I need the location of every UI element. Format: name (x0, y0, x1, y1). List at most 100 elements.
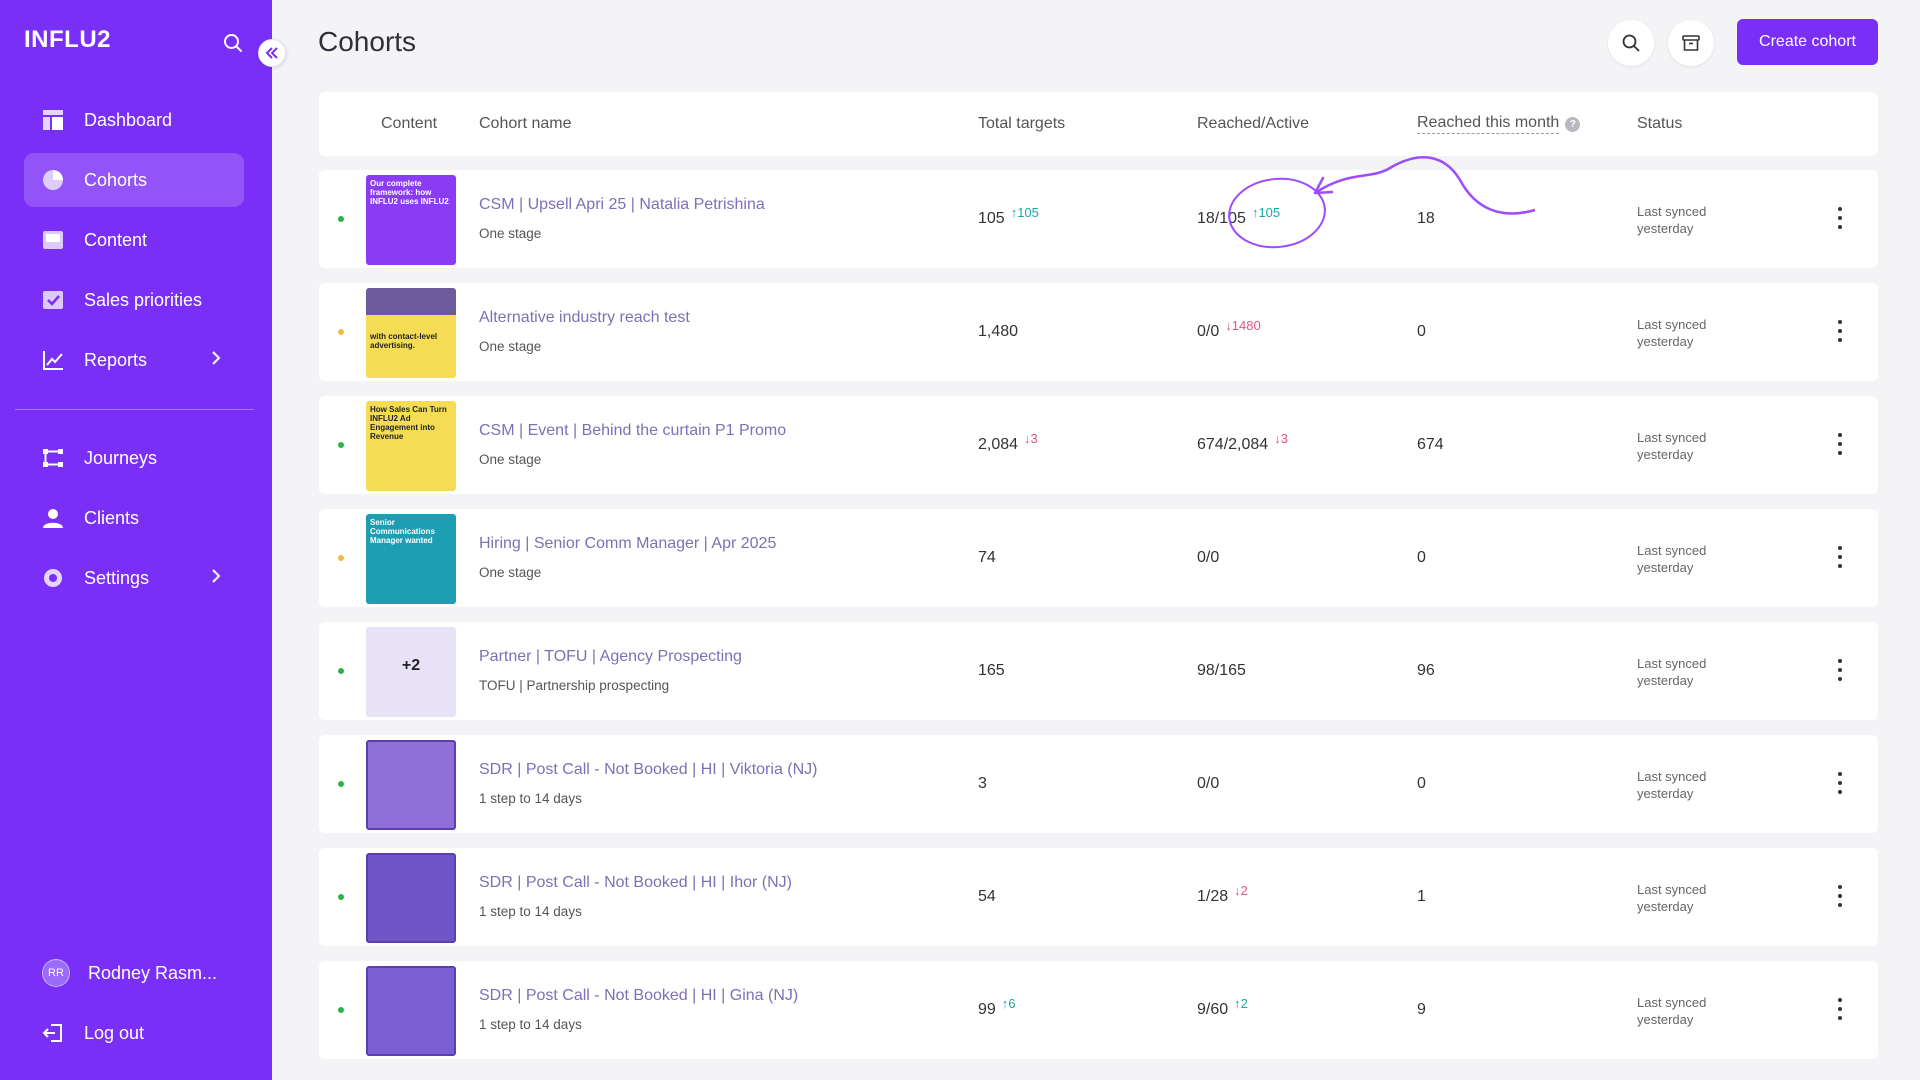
cohort-name-link[interactable]: SDR | Post Call - Not Booked | HI | Gina… (479, 987, 799, 1004)
double-chevron-left-icon (265, 47, 278, 59)
status-dot (338, 668, 344, 674)
thumbnail-text: How Sales Can Turn INFLU2 Ad Engagement … (370, 405, 447, 441)
gear-icon (42, 567, 64, 589)
content-thumbnail[interactable]: Our complete framework: how INFLU2 uses … (366, 175, 456, 265)
reached-active-cell: 9/60 ↑2 (1197, 996, 1248, 1019)
more-options-icon[interactable] (1837, 320, 1843, 342)
column-header-content[interactable]: Content (381, 115, 438, 132)
search-button[interactable] (1608, 20, 1654, 66)
thumbnail-text (368, 968, 454, 976)
content-thumbnail[interactable]: +2 (366, 627, 456, 717)
search-icon[interactable] (222, 32, 244, 54)
column-header-total-targets[interactable]: Total targets (978, 115, 1066, 132)
more-options-icon[interactable] (1837, 772, 1843, 794)
logout-button[interactable]: Log out (42, 1022, 144, 1044)
status-cell: Last synced yesterday (1637, 542, 1706, 576)
cohort-name-link[interactable]: CSM | Event | Behind the curtain P1 Prom… (479, 422, 787, 439)
total-targets-value: 165 (978, 662, 1005, 679)
status-line-1: Last synced (1637, 882, 1707, 897)
cohort-stage: 1 step to 14 days (479, 904, 582, 919)
more-options-icon[interactable] (1837, 433, 1843, 455)
sidebar-item-label: Clients (84, 507, 140, 528)
cohort-name-link[interactable]: Partner | TOFU | Agency Prospecting (479, 648, 742, 665)
collapse-sidebar-button[interactable] (258, 39, 286, 67)
cohort-name-link[interactable]: SDR | Post Call - Not Booked | HI | Ihor… (479, 874, 792, 891)
table-row[interactable]: SDR | Post Call - Not Booked | HI | Ihor… (319, 848, 1878, 946)
reached-this-month-label: Reached this month (1417, 114, 1560, 134)
table-row[interactable]: SDR | Post Call - Not Booked | HI | Vikt… (319, 735, 1878, 833)
cohort-name-link[interactable]: Hiring | Senior Comm Manager | Apr 2025 (479, 535, 777, 552)
reached-this-month-value: 1 (1417, 888, 1426, 905)
more-options-icon[interactable] (1837, 998, 1843, 1020)
table-row[interactable]: +2 Partner | TOFU | Agency Prospecting TOF… (319, 622, 1878, 720)
table-row[interactable]: How Sales Can Turn INFLU2 Ad Engagement … (319, 396, 1878, 494)
reached-this-month-value: 9 (1417, 1001, 1426, 1018)
content-thumbnail[interactable] (366, 740, 456, 830)
sidebar-item-journeys[interactable]: Journeys (24, 431, 244, 485)
reached-this-month-value: 674 (1417, 436, 1444, 453)
reached-this-month-value: 0 (1417, 549, 1426, 566)
help-icon[interactable]: ? (1565, 116, 1581, 132)
cohort-stage: 1 step to 14 days (479, 791, 582, 806)
reached-active-cell: 674/2,084 ↓3 (1197, 431, 1288, 454)
total-targets-cell: 1,480 (978, 323, 1024, 341)
content-thumbnail[interactable]: How Sales Can Turn INFLU2 Ad Engagement … (366, 401, 456, 491)
status-line-1: Last synced (1637, 769, 1707, 784)
reached-active-cell: 98/165 (1197, 662, 1252, 680)
content-thumbnail[interactable]: with contact-level advertising. (366, 288, 456, 378)
total-targets-cell: 3 (978, 775, 993, 793)
archive-button[interactable] (1668, 20, 1714, 66)
sidebar-item-label: Journeys (84, 447, 158, 468)
column-header-cohort-name[interactable]: Cohort name (479, 115, 572, 132)
sidebar-item-dashboard[interactable]: Dashboard (24, 93, 244, 147)
create-cohort-button[interactable]: Create cohort (1737, 19, 1878, 65)
total-targets-value: 105 (978, 210, 1005, 227)
content-thumbnail[interactable] (366, 853, 456, 943)
column-header-reached-active[interactable]: Reached/Active (1197, 115, 1310, 132)
content-thumbnail[interactable] (366, 966, 456, 1056)
line-chart-icon (42, 349, 64, 371)
table-row[interactable]: Our complete framework: how INFLU2 uses … (319, 170, 1878, 268)
more-options-icon[interactable] (1837, 885, 1843, 907)
status-dot (338, 555, 344, 561)
content-icon (42, 229, 64, 251)
cohort-name-link[interactable]: Alternative industry reach test (479, 309, 690, 326)
thumbnail-text: +2 (401, 657, 421, 674)
table-row[interactable]: Senior Communications Manager wanted Hiri… (319, 509, 1878, 607)
reached-active-value: 0/0 (1197, 549, 1220, 566)
total-targets-delta: ↓3 (1024, 431, 1038, 446)
table-row[interactable]: SDR | Post Call - Not Booked | HI | Gina… (319, 961, 1878, 1059)
total-targets-cell: 165 (978, 662, 1011, 680)
more-options-icon[interactable] (1837, 659, 1843, 681)
status-line-1: Last synced (1637, 995, 1707, 1010)
total-targets-value: 1,480 (978, 323, 1019, 340)
reached-active-value: 9/60 (1197, 1001, 1229, 1018)
sidebar-item-label: Content (84, 229, 148, 250)
reached-this-month-value: 18 (1417, 210, 1435, 227)
status-line-2: yesterday (1637, 899, 1694, 914)
cohort-name-link[interactable]: SDR | Post Call - Not Booked | HI | Vikt… (479, 761, 818, 778)
sidebar-item-label: Dashboard (84, 109, 173, 130)
sidebar-item-clients[interactable]: Clients (24, 491, 244, 545)
column-header-status[interactable]: Status (1637, 115, 1683, 132)
more-options-icon[interactable] (1837, 207, 1843, 229)
content-thumbnail[interactable]: Senior Communications Manager wanted (366, 514, 456, 604)
brand-logo: INFLU2 (24, 26, 111, 53)
total-targets-value: 99 (978, 1001, 996, 1018)
user-name: Rodney Rasm... (88, 962, 218, 983)
sidebar-item-sales-priorities[interactable]: Sales priorities (24, 273, 244, 327)
sidebar-item-reports[interactable]: Reports (24, 333, 244, 387)
status-dot (338, 329, 344, 335)
table-row[interactable]: with contact-level advertising. Alternati… (319, 283, 1878, 381)
sidebar-item-cohorts[interactable]: Cohorts (24, 153, 244, 207)
reached-active-delta: ↓2 (1234, 883, 1248, 898)
sidebar-item-settings[interactable]: Settings (24, 551, 244, 605)
chevron-right-icon (208, 568, 224, 584)
column-header-reached-this-month[interactable]: Reached this month ? (1417, 92, 1581, 156)
search-icon (1622, 34, 1640, 52)
sidebar-item-content[interactable]: Content (24, 213, 244, 267)
user-profile[interactable]: RR Rodney Rasm... (42, 959, 217, 987)
more-options-icon[interactable] (1837, 546, 1843, 568)
sidebar: INFLU2 Dashboard Cohorts Content Sales p… (0, 0, 272, 1080)
cohort-name-link[interactable]: CSM | Upsell Apri 25 | Natalia Petrishin… (479, 196, 765, 213)
